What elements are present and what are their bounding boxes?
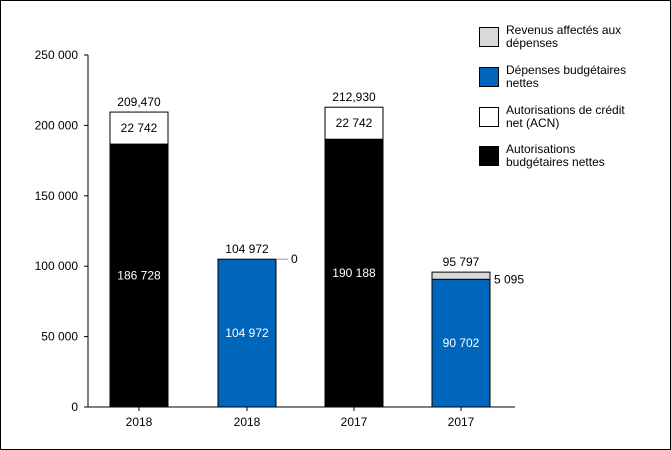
bar-segment [109, 111, 169, 145]
legend-label: Autorisations [506, 142, 575, 156]
data-label: 186 728 [117, 269, 161, 283]
y-tick-label: 250 000 [35, 48, 79, 62]
data-label: 90 702 [443, 336, 480, 350]
legend-label: net (ACN) [506, 116, 559, 130]
x-tick-label: 2018 [234, 415, 261, 429]
bar-segment [324, 138, 384, 408]
bar-segment [324, 106, 384, 140]
legend-label: Dépenses budgétaires [506, 63, 626, 77]
legend-swatch [479, 107, 499, 127]
y-tick-label: 150 000 [35, 189, 79, 203]
data-label: 5 095 [494, 273, 524, 287]
legend-label: dépenses [506, 36, 558, 50]
x-tick-label: 2018 [126, 415, 153, 429]
total-label: 212,930 [332, 90, 376, 104]
bar-segment [431, 271, 491, 280]
total-label: 209,470 [117, 95, 161, 109]
data-label: 22 742 [336, 116, 373, 130]
legend-swatch [479, 146, 499, 166]
y-tick-label: 0 [71, 400, 78, 414]
legend-label: Revenus affectés aux [506, 23, 621, 37]
legend-label: budgétaires nettes [506, 155, 605, 169]
y-tick-label: 50 000 [41, 330, 78, 344]
y-tick-label: 200 000 [35, 118, 79, 132]
x-tick-label: 2017 [341, 415, 368, 429]
total-label: 104 972 [225, 242, 269, 256]
data-label: 104 972 [225, 326, 269, 340]
total-label: 95 797 [443, 255, 480, 269]
data-label: 22 742 [121, 121, 158, 135]
legend-swatch [479, 27, 499, 47]
legend-label: Autorisations de crédit [506, 103, 625, 117]
data-label: 0 [291, 252, 298, 266]
bar-segment [217, 258, 277, 408]
legend-swatch [479, 67, 499, 87]
bar-segment [431, 278, 491, 408]
data-label: 190 188 [332, 266, 376, 280]
legend-label: nettes [506, 76, 539, 90]
bar-segment [109, 143, 169, 408]
x-tick-label: 2017 [448, 415, 475, 429]
y-tick-label: 100 000 [35, 259, 79, 273]
